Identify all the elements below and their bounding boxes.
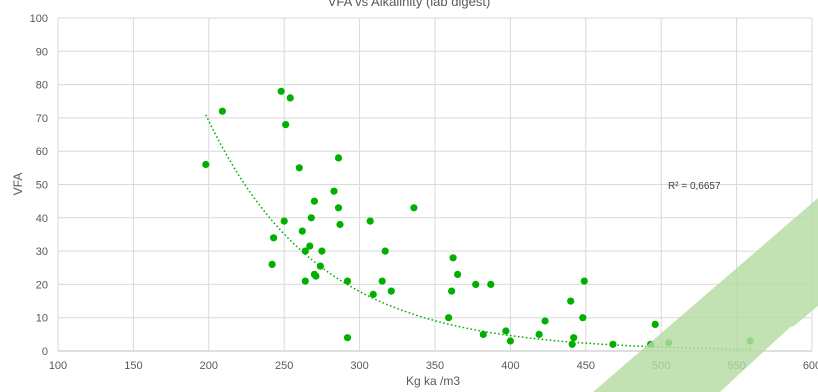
x-tick-label: 450 — [577, 360, 595, 372]
data-point — [330, 187, 338, 195]
data-point — [301, 277, 309, 285]
data-point — [387, 287, 395, 295]
data-point — [567, 297, 575, 305]
gridlines — [57, 17, 813, 352]
data-point — [334, 204, 343, 212]
x-tick-label: 350 — [426, 360, 444, 372]
data-point — [312, 272, 320, 280]
data-point — [506, 337, 514, 345]
data-point — [336, 220, 344, 229]
x-axis-title: Kg ka /m3 — [406, 374, 460, 388]
data-point — [306, 242, 314, 250]
data-points — [202, 87, 754, 348]
y-tick-label: 20 — [36, 279, 48, 291]
data-point — [202, 160, 210, 169]
x-tick-label: 600 — [803, 360, 818, 372]
data-point — [410, 204, 418, 212]
x-tick-label: 300 — [350, 360, 368, 372]
data-point — [318, 247, 326, 255]
y-tick-label: 40 — [36, 213, 48, 225]
data-point — [280, 217, 288, 225]
x-tick-label: 100 — [49, 360, 67, 372]
data-point — [270, 234, 278, 242]
data-point — [651, 320, 659, 328]
data-point — [366, 217, 374, 225]
x-tick-label: 200 — [200, 360, 218, 372]
data-point — [449, 254, 457, 262]
data-point — [448, 287, 456, 295]
x-tick-label: 400 — [501, 360, 519, 372]
y-tick-label: 30 — [36, 246, 48, 258]
y-tick-label: 90 — [36, 46, 48, 58]
data-point — [369, 290, 377, 298]
data-point — [580, 277, 588, 285]
trendline — [205, 114, 752, 350]
data-point — [472, 280, 480, 288]
y-axis-title: VFA — [11, 173, 25, 196]
r-squared-label: R² = 0,6657 — [668, 181, 721, 192]
data-point — [343, 277, 352, 285]
data-point — [479, 330, 487, 338]
chart-title: VFA vs Alkalinity (lab digest) — [328, 0, 491, 9]
data-point — [454, 270, 462, 278]
data-point — [310, 197, 318, 205]
data-point — [378, 277, 386, 285]
data-point — [502, 327, 510, 335]
data-point — [268, 260, 276, 268]
data-point — [487, 280, 495, 288]
y-tick-label: 10 — [36, 313, 48, 325]
data-point — [286, 94, 294, 102]
data-point — [334, 154, 343, 162]
data-point — [301, 247, 309, 255]
data-point — [568, 340, 576, 348]
data-point — [579, 314, 587, 322]
data-point — [295, 164, 303, 172]
tick-labels: 0 10 20 30 40 50 60 70 80 90 100 100 150 200 250 300 350… — [30, 13, 818, 372]
y-tick-label: 100 — [30, 13, 48, 25]
y-tick-label: 60 — [36, 146, 48, 158]
data-point — [570, 334, 578, 342]
y-tick-label: 0 — [42, 346, 48, 358]
y-tick-label: 70 — [36, 113, 48, 125]
x-tick-label: 250 — [275, 360, 293, 372]
data-point — [218, 107, 226, 115]
data-point — [343, 334, 352, 342]
y-tick-label: 50 — [36, 180, 48, 192]
data-point — [541, 317, 549, 325]
data-point — [445, 314, 453, 322]
data-point — [298, 227, 306, 235]
data-point — [282, 121, 290, 129]
y-tick-label: 80 — [36, 80, 48, 92]
data-point — [535, 330, 543, 338]
data-point — [307, 214, 315, 222]
data-point — [277, 87, 285, 95]
x-tick-label: 150 — [124, 360, 142, 372]
data-point — [316, 262, 324, 270]
data-point — [609, 340, 617, 348]
data-point — [381, 247, 389, 255]
green-highlighter-mark — [593, 198, 818, 392]
